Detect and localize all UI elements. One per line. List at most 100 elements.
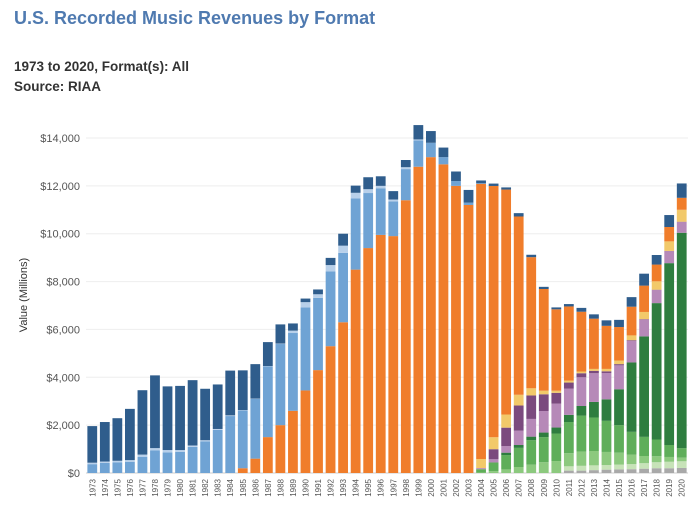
- bar-segment: [451, 185, 461, 474]
- bar-segment: [589, 401, 599, 418]
- bar-segment: [639, 336, 649, 437]
- y-axis-label: Value (Millions): [18, 258, 30, 332]
- bar-segment: [125, 461, 135, 473]
- bar-segment: [375, 188, 386, 235]
- bar-segment: [200, 388, 211, 441]
- bar-segment: [250, 458, 261, 473]
- y-tick-label: $14,000: [40, 133, 80, 145]
- bar-segment: [375, 176, 386, 186]
- bar-segment: [601, 325, 612, 369]
- bar-segment: [614, 327, 624, 361]
- bar-segment: [676, 467, 687, 473]
- bar-segment: [275, 324, 286, 344]
- bars: [87, 125, 687, 474]
- x-tick-label: 1974: [101, 478, 110, 496]
- bar-segment: [237, 370, 248, 411]
- bar-segment: [187, 380, 198, 446]
- x-tick-label: 1990: [301, 478, 310, 496]
- bar-segment: [676, 448, 687, 458]
- x-tick-label: 1975: [113, 478, 122, 496]
- bar-segment: [463, 202, 474, 205]
- bar-segment: [639, 285, 649, 312]
- bar-segment: [664, 227, 675, 242]
- bar-segment: [538, 394, 549, 412]
- bar-segment: [563, 304, 574, 307]
- x-tick-label: 1983: [214, 478, 223, 496]
- bar-segment: [162, 386, 173, 451]
- bar-segment: [363, 177, 374, 190]
- bar-segment: [99, 461, 110, 463]
- bar-segment: [601, 371, 612, 373]
- bar-segment: [212, 429, 223, 473]
- bar-segment: [651, 255, 662, 265]
- bar-segment: [112, 462, 123, 473]
- bar-segment: [664, 461, 675, 469]
- bar-segment: [338, 252, 348, 323]
- x-tick-label: 1982: [201, 478, 210, 496]
- x-axis: 1973 1974 1975 1976 1977 1978 1979 1980 1981 1982…: [88, 478, 686, 496]
- bar-segment: [513, 447, 524, 468]
- x-tick-label: 2015: [615, 478, 624, 496]
- bar-segment: [501, 452, 512, 456]
- bar-segment: [651, 289, 662, 304]
- bar-segment: [576, 373, 587, 378]
- bar-segment: [626, 469, 637, 473]
- bar-segment: [350, 185, 361, 193]
- bar-segment: [576, 371, 587, 374]
- bar-segment: [589, 314, 599, 319]
- bar-segment: [400, 169, 411, 201]
- bar-segment: [288, 323, 298, 331]
- bar-segment: [551, 461, 562, 473]
- bar-segment: [589, 368, 599, 371]
- bar-segment: [275, 425, 286, 473]
- x-tick-label: 1985: [239, 478, 248, 496]
- bar-segment: [664, 251, 675, 264]
- bar-segment: [601, 320, 612, 326]
- y-tick-label: $4,000: [46, 372, 80, 384]
- bar-segment: [626, 340, 637, 363]
- bar-segment: [601, 420, 612, 452]
- bar-segment: [338, 322, 348, 473]
- y-tick-label: $12,000: [40, 181, 80, 193]
- bar-segment: [639, 311, 649, 320]
- bar-segment: [513, 394, 524, 406]
- bar-segment: [137, 390, 148, 455]
- bar-segment: [288, 330, 298, 334]
- bar-segment: [589, 318, 599, 369]
- bar-segment: [664, 445, 675, 457]
- bar-segment: [676, 209, 687, 222]
- bar-segment: [388, 199, 399, 202]
- bar-segment: [112, 460, 123, 463]
- bar-segment: [488, 183, 499, 186]
- bar-segment: [676, 221, 687, 233]
- bar-segment: [125, 408, 135, 461]
- bar-segment: [313, 297, 323, 371]
- bar-segment: [501, 427, 512, 447]
- bar-segment: [639, 468, 649, 473]
- bar-segment: [676, 461, 687, 468]
- bar-segment: [87, 462, 98, 465]
- x-tick-label: 1979: [164, 478, 173, 496]
- bar-segment: [99, 462, 110, 473]
- x-tick-label: 2019: [665, 478, 674, 496]
- bar-segment: [614, 360, 624, 365]
- bar-segment: [651, 439, 662, 457]
- bar-segment: [589, 470, 599, 473]
- bar-segment: [576, 451, 587, 466]
- bar-segment: [237, 468, 248, 473]
- bar-segment: [137, 456, 148, 473]
- bar-segment: [538, 411, 549, 433]
- x-tick-label: 2008: [527, 478, 536, 496]
- bar-segment: [250, 398, 261, 459]
- bar-segment: [325, 265, 336, 272]
- bar-segment: [288, 410, 298, 473]
- bar-segment: [614, 425, 624, 453]
- bar-segment: [601, 469, 612, 473]
- bar-segment: [200, 440, 211, 442]
- bar-segment: [300, 302, 311, 308]
- bar-segment: [526, 418, 537, 437]
- x-tick-label: 2003: [465, 478, 474, 496]
- bar-segment: [513, 405, 524, 431]
- bar-segment: [563, 380, 574, 383]
